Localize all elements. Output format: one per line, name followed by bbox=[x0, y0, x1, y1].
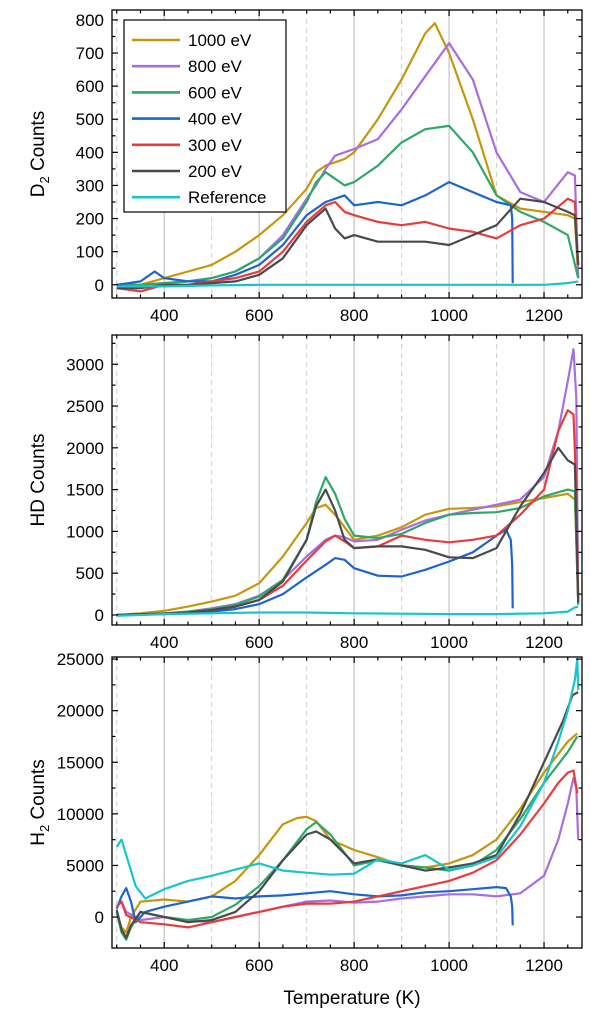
x-tick-label: 800 bbox=[340, 633, 368, 652]
y-tick-label: 100 bbox=[76, 243, 104, 262]
plot-frame bbox=[111, 9, 583, 299]
x-tick-label: 800 bbox=[340, 956, 368, 975]
legend-label: 200 eV bbox=[188, 162, 243, 181]
x-tick-label: 400 bbox=[150, 633, 178, 652]
legend-label: Reference bbox=[188, 188, 266, 207]
series-line-400-ev bbox=[116, 181, 514, 286]
x-tick-label: 1200 bbox=[525, 306, 563, 325]
series-line-reference bbox=[116, 280, 579, 288]
series-line-reference bbox=[115, 657, 580, 900]
x-axis-label: Temperature (K) bbox=[283, 988, 420, 1009]
panel-d2: 400 600 800 1000 1200 0 100 200 300 400 500 600 700 8… bbox=[28, 9, 583, 325]
series-line-300-ev bbox=[115, 769, 579, 929]
x-tick-label: 800 bbox=[340, 306, 368, 325]
series-line-200-ev bbox=[115, 691, 579, 939]
series-group bbox=[115, 657, 580, 941]
series-line-1000-ev bbox=[115, 732, 579, 934]
series-line-300-ev bbox=[116, 409, 580, 617]
series-line-400-ev bbox=[115, 885, 514, 926]
series-line-1000-ev bbox=[116, 22, 580, 286]
y-tick-label: 0 bbox=[95, 606, 104, 625]
series-group bbox=[116, 348, 580, 617]
y-tick-label: 2500 bbox=[66, 397, 104, 416]
legend-label: 1000 eV bbox=[188, 31, 252, 50]
panel-hd: 400 600 800 1000 1200 0 500 1000 1500 2000 2500 300… bbox=[28, 334, 583, 652]
x-tick-label: 1000 bbox=[430, 633, 468, 652]
x-tick-label: 400 bbox=[150, 956, 178, 975]
y-tick-label: 200 bbox=[76, 210, 104, 229]
y-tick-label: 25000 bbox=[57, 650, 104, 669]
panel-h2: 400 600 800 1000 1200 0 5000 10000 15000 20000 250… bbox=[28, 650, 583, 975]
y-tick-label: 0 bbox=[95, 276, 104, 295]
legend-label: 300 eV bbox=[188, 136, 243, 155]
plot-frame bbox=[111, 656, 583, 949]
x-tick-label: 600 bbox=[245, 306, 273, 325]
legend-box bbox=[123, 19, 287, 213]
x-tick-label: 400 bbox=[150, 306, 178, 325]
series-line-200-ev bbox=[116, 446, 580, 617]
plot-frame bbox=[111, 334, 583, 626]
y-tick-label: 0 bbox=[95, 908, 104, 927]
y-tick-label: 15000 bbox=[57, 753, 104, 772]
x-tick-label: 1000 bbox=[430, 956, 468, 975]
y-tick-label: 5000 bbox=[66, 856, 104, 875]
y-tick-label: 800 bbox=[76, 11, 104, 30]
y-tick-label: 400 bbox=[76, 143, 104, 162]
y-axis-label: D2 Counts bbox=[28, 111, 52, 197]
series-line-200-ev bbox=[116, 197, 580, 290]
y-tick-label: 10000 bbox=[57, 805, 104, 824]
x-tick-label: 1000 bbox=[430, 306, 468, 325]
x-tick-label: 1200 bbox=[525, 956, 563, 975]
y-tick-label: 500 bbox=[76, 564, 104, 583]
series-line-1000-ev bbox=[116, 492, 580, 617]
y-tick-label: 500 bbox=[76, 110, 104, 129]
series-line-600-ev bbox=[116, 476, 580, 617]
y-axis-label: HD Counts bbox=[28, 434, 49, 527]
y-tick-label: 20000 bbox=[57, 702, 104, 721]
y-tick-label: 2000 bbox=[66, 439, 104, 458]
y-tick-label: 1000 bbox=[66, 522, 104, 541]
series-line-800-ev bbox=[116, 348, 580, 617]
series-line-300-ev bbox=[116, 197, 580, 293]
x-tick-label: 1200 bbox=[525, 633, 563, 652]
y-tick-label: 700 bbox=[76, 44, 104, 63]
series-line-reference bbox=[116, 605, 579, 617]
x-tick-label: 600 bbox=[245, 633, 273, 652]
legend: 1000 eV 800 eV 600 eV 400 eV 300 eV 200 eV Ref… bbox=[123, 19, 287, 213]
y-tick-label: 300 bbox=[76, 176, 104, 195]
y-tick-label: 1500 bbox=[66, 481, 104, 500]
series-line-600-ev bbox=[116, 124, 580, 286]
y-tick-label: 600 bbox=[76, 77, 104, 96]
x-tick-label: 600 bbox=[245, 956, 273, 975]
series-group bbox=[116, 22, 580, 293]
legend-label: 600 eV bbox=[188, 83, 243, 102]
y-tick-label: 3000 bbox=[66, 355, 104, 374]
series-line-600-ev bbox=[115, 735, 579, 941]
legend-label: 800 eV bbox=[188, 57, 243, 76]
legend-label: 400 eV bbox=[188, 110, 243, 129]
y-axis-label: H2 Counts bbox=[28, 759, 52, 845]
